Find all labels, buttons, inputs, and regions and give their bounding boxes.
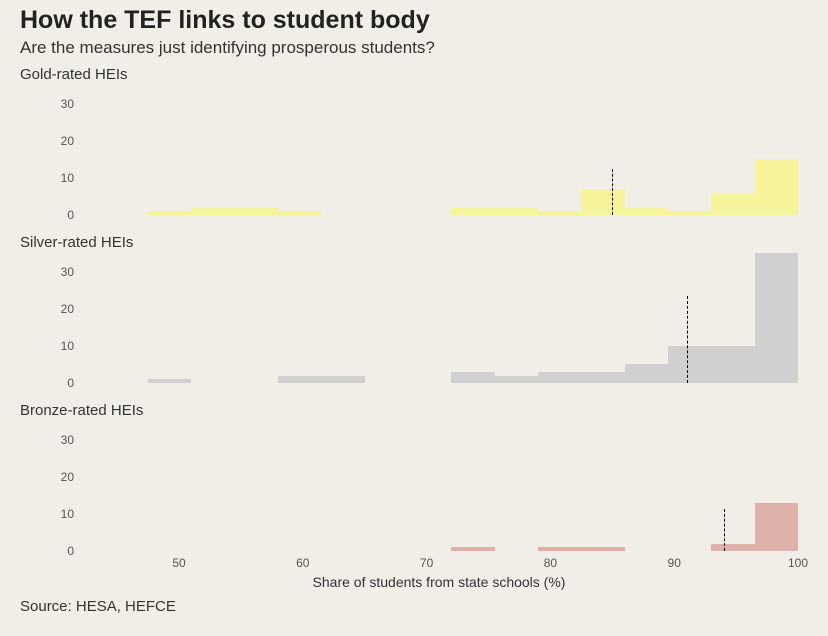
- panel-label: Bronze-rated HEIs: [20, 402, 808, 419]
- x-tick: 90: [668, 556, 681, 570]
- bar: [755, 503, 798, 551]
- y-tick: 0: [44, 208, 74, 222]
- bar: [495, 208, 538, 215]
- bar: [711, 193, 754, 215]
- bar: [538, 372, 581, 383]
- panel: Bronze-rated HEIs 0102030: [20, 402, 808, 551]
- bar: [148, 379, 191, 383]
- bar: [668, 211, 711, 215]
- panel: Gold-rated HEIs 0102030: [20, 66, 808, 215]
- y-tick: 30: [44, 433, 74, 447]
- chart-subtitle: Are the measures just identifying prospe…: [20, 38, 435, 58]
- bar: [711, 544, 754, 551]
- bar: [625, 364, 668, 383]
- x-tick: 100: [788, 556, 808, 570]
- x-tick: 80: [544, 556, 557, 570]
- y-tick: 30: [44, 265, 74, 279]
- panel: Silver-rated HEIs 0102030: [20, 234, 808, 383]
- bar: [711, 346, 754, 383]
- bars: [80, 421, 798, 551]
- chart-area: 0102030: [80, 85, 798, 215]
- bar: [278, 211, 321, 215]
- bar: [755, 159, 798, 215]
- bar: [278, 376, 321, 383]
- bar: [581, 372, 624, 383]
- source-text: Source: HESA, HEFCE: [20, 598, 176, 615]
- chart-title: How the TEF links to student body: [20, 6, 430, 35]
- x-tick: 50: [172, 556, 185, 570]
- chart-area: 0102030: [80, 421, 798, 551]
- bar: [191, 208, 234, 215]
- bar: [451, 208, 494, 215]
- panel-label: Gold-rated HEIs: [20, 66, 808, 83]
- bars: [80, 85, 798, 215]
- x-tick: 60: [296, 556, 309, 570]
- y-tick: 10: [44, 171, 74, 185]
- bar: [495, 376, 538, 383]
- bar: [581, 189, 624, 215]
- x-axis: Share of students from state schools (%)…: [80, 554, 798, 572]
- bar: [148, 211, 191, 215]
- y-tick: 0: [44, 376, 74, 390]
- bar: [321, 376, 364, 383]
- bar: [755, 253, 798, 383]
- y-tick: 20: [44, 134, 74, 148]
- bar: [235, 208, 278, 215]
- y-tick: 30: [44, 97, 74, 111]
- median-line: [687, 296, 688, 383]
- median-line: [612, 169, 613, 215]
- y-tick: 20: [44, 302, 74, 316]
- bars: [80, 253, 798, 383]
- bar: [625, 208, 668, 215]
- chart-area: 0102030: [80, 253, 798, 383]
- y-tick: 10: [44, 339, 74, 353]
- bar: [538, 547, 581, 551]
- panel-label: Silver-rated HEIs: [20, 234, 808, 251]
- y-tick: 0: [44, 544, 74, 558]
- bar: [581, 547, 624, 551]
- x-tick: 70: [420, 556, 433, 570]
- bar: [451, 547, 494, 551]
- y-tick: 20: [44, 470, 74, 484]
- bar: [538, 211, 581, 215]
- bar: [451, 372, 494, 383]
- y-tick: 10: [44, 507, 74, 521]
- bar: [668, 346, 711, 383]
- median-line: [724, 509, 725, 551]
- x-axis-label: Share of students from state schools (%): [313, 574, 566, 590]
